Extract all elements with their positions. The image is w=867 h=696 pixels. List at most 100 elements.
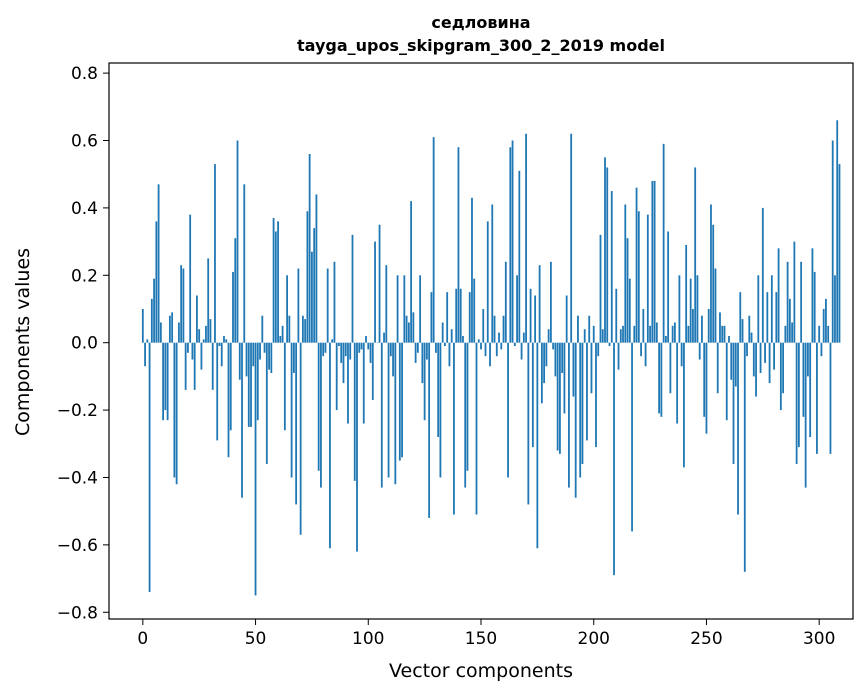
bar-214	[624, 204, 627, 343]
bar-71	[301, 315, 304, 343]
bar-195	[581, 342, 584, 464]
bar-204	[601, 329, 604, 343]
bar-64	[286, 275, 289, 343]
bar-100	[367, 342, 370, 350]
bar-4	[150, 298, 153, 343]
bar-169	[522, 332, 525, 343]
bar-257	[721, 325, 724, 343]
y-tick-label: −0.2	[57, 401, 98, 421]
bar-65	[288, 315, 291, 343]
bar-197	[586, 342, 588, 441]
bar-18	[182, 268, 185, 343]
bar-115	[401, 342, 403, 458]
bar-136	[448, 342, 451, 367]
bar-73	[306, 211, 309, 343]
bar-7	[157, 184, 160, 343]
bar-55	[265, 342, 268, 464]
bar-124	[421, 342, 424, 384]
bar-60	[277, 221, 279, 343]
bar-213	[622, 325, 624, 343]
bar-297	[811, 248, 814, 343]
bar-1	[144, 342, 146, 367]
bar-112	[394, 342, 397, 485]
bar-157	[495, 342, 498, 357]
bar-308	[836, 120, 839, 343]
bar-201	[595, 342, 597, 448]
bar-50	[254, 342, 257, 596]
bar-262	[732, 342, 735, 464]
bar-86	[335, 342, 338, 411]
chart-title-line-2: tayga_upos_skipgram_300_2_2019 model	[297, 36, 665, 55]
bar-260	[728, 335, 730, 343]
bar-304	[827, 325, 830, 343]
bar-208	[610, 191, 613, 343]
bar-67	[292, 342, 295, 374]
bar-51	[256, 342, 259, 421]
bars-group	[141, 120, 841, 596]
bar-228	[655, 322, 658, 343]
bar-209	[613, 342, 615, 576]
bar-88	[340, 342, 343, 363]
bar-53	[261, 315, 264, 343]
bar-134	[444, 342, 446, 347]
bar-180	[547, 329, 550, 343]
bar-149	[477, 339, 480, 343]
bar-221	[640, 342, 642, 357]
bar-215	[626, 238, 629, 343]
bar-62	[281, 325, 284, 343]
bar-174	[534, 295, 537, 343]
bar-117	[405, 315, 408, 343]
bar-306	[831, 140, 834, 343]
bar-302	[822, 308, 825, 343]
bar-85	[333, 261, 336, 343]
bar-45	[243, 184, 246, 343]
bar-190	[570, 133, 573, 343]
bar-128	[430, 292, 433, 343]
bar-206	[606, 167, 609, 343]
bar-106	[380, 342, 383, 488]
bar-246	[696, 275, 699, 343]
y-tick-label: −0.6	[57, 536, 98, 556]
bar-32	[214, 164, 216, 343]
bar-31	[211, 342, 214, 390]
bar-44	[241, 342, 243, 498]
y-tick-label: 0.8	[71, 64, 98, 84]
bar-151	[482, 308, 485, 343]
bar-95	[356, 342, 358, 552]
bar-172	[529, 288, 532, 343]
bar-72	[304, 319, 307, 343]
bar-162	[507, 342, 509, 478]
bar-276	[764, 342, 766, 363]
x-axis-label: Vector components	[389, 660, 573, 682]
bar-181	[549, 261, 552, 343]
bar-241	[685, 244, 688, 343]
bar-255	[716, 342, 719, 394]
bar-187	[563, 342, 566, 414]
bar-2	[146, 339, 149, 343]
bar-161	[504, 261, 507, 343]
bar-42	[236, 140, 239, 343]
y-tick-label: 0.6	[71, 132, 98, 152]
bar-101	[369, 342, 372, 363]
bar-127	[428, 342, 431, 518]
bar-200	[592, 325, 595, 343]
bar-39	[229, 342, 232, 431]
bar-183	[554, 342, 557, 377]
bar-191	[572, 342, 575, 397]
bar-239	[680, 342, 683, 367]
bar-295	[807, 342, 809, 377]
bar-70	[299, 342, 302, 535]
bar-22	[191, 342, 194, 360]
bar-300	[818, 325, 821, 343]
bar-156	[493, 315, 496, 343]
bar-227	[653, 180, 656, 343]
bar-230	[660, 342, 663, 417]
bar-132	[439, 342, 442, 478]
bar-233	[667, 231, 670, 343]
bar-265	[739, 292, 742, 343]
bar-186	[561, 342, 564, 374]
bar-159	[500, 342, 503, 350]
bar-264	[737, 342, 739, 515]
bar-224	[646, 214, 649, 343]
bar-25	[198, 329, 201, 343]
